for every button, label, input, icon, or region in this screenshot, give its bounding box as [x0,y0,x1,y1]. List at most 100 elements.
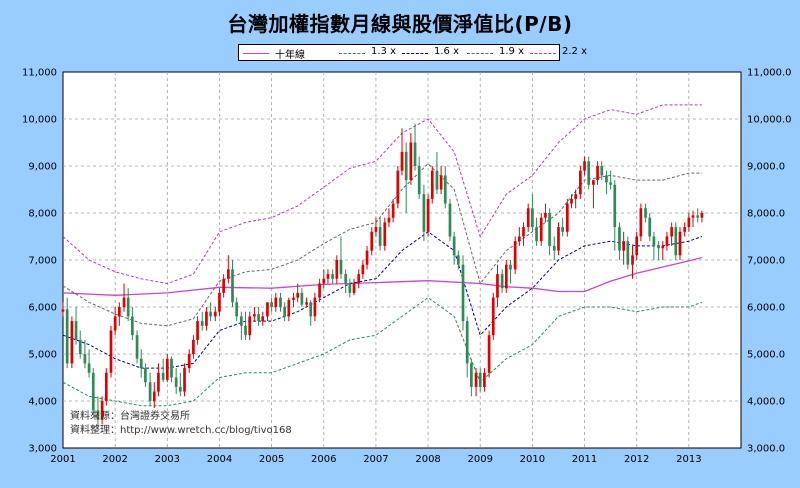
candle-body [443,175,447,204]
y-tick-right: 7,000.0 [747,256,785,267]
candle-body [170,358,173,378]
candle-body [622,241,626,251]
candle-body [378,227,382,246]
candle-body [587,161,591,185]
x-tick-label: 2007 [363,454,388,465]
candle-body [65,309,69,364]
y-tick-left: 9,000 [28,162,57,173]
candle-body [126,297,130,317]
candle-body [548,213,551,246]
candle-body [657,245,660,249]
candle-body [83,354,87,364]
candle-body [326,274,330,279]
candle-body [478,372,482,387]
candle-body [487,335,491,373]
candle-body [261,316,265,322]
candle-body [513,241,517,270]
candle-body [491,297,495,336]
legend-swatch [339,53,365,54]
candle-body [435,170,439,190]
source-note: 資料來源：台灣證券交易所 [70,409,190,422]
legend-label: 1.6 x [434,46,459,57]
candle-body [196,321,199,340]
y-tick-right: 10,000.0 [747,115,792,126]
candle-body [448,203,452,237]
candle-body [661,245,665,249]
candle-body [652,236,656,246]
candle-body [161,372,165,380]
candle-body [313,297,317,317]
candle-body [539,217,543,242]
x-tick-label: 2001 [50,454,75,465]
candle-body [600,166,604,176]
candle-body [113,316,117,331]
candle-body [183,368,186,392]
x-tick-label: 2004 [207,454,232,465]
candle-body [178,386,182,392]
y-tick-left: 8,000 [28,209,57,220]
candle-body [352,283,356,293]
candle-body [456,255,460,265]
candle-body [500,274,504,289]
candle-body [305,302,308,305]
candle-body [91,372,95,411]
source-note: 資料整理：http://www.wretch.cc/blog/tivo168 [70,423,292,436]
candle-body [100,401,104,420]
candle-body [383,222,387,246]
candle-body [561,227,564,232]
candle-body [635,236,639,256]
candle-body [357,274,361,284]
candle-body [218,292,221,312]
y-tick-right: 5,000.0 [747,350,785,361]
legend-swatch [243,53,269,54]
legend-label: 十年線 [275,50,305,61]
candle-body [322,278,326,284]
candle-body [335,260,339,279]
candle-body [483,372,486,387]
candle-body [517,236,521,242]
candle-body [78,339,82,354]
x-tick-label: 2005 [259,454,284,465]
candle-body [465,321,469,364]
candle-body [605,175,608,183]
candle-body [531,208,534,228]
candle-body [240,316,243,326]
legend-label: 1.9 x [499,46,524,57]
candle-body [609,182,612,185]
candle-body [583,161,586,171]
candle-body [148,382,152,401]
y-tick-right: 9,000.0 [747,162,785,173]
x-tick-label: 2003 [155,454,180,465]
y-tick-left: 10,000 [22,115,57,126]
candle-body [696,215,700,218]
candle-body [522,227,525,237]
candle-body [579,170,582,195]
candle-body [270,302,273,307]
candle-body [596,166,599,181]
candle-body [683,227,687,232]
candle-body [417,166,421,195]
candle-body [318,283,321,298]
legend-label: 2.2 x [562,46,587,57]
candle-body [439,175,443,190]
candle-body [504,264,508,289]
legend-swatch [530,53,556,54]
y-tick-left: 7,000 [28,256,57,267]
candle-body [339,260,343,275]
candle-body [404,151,408,181]
candle-body [152,391,156,401]
y-tick-left: 11,000 [22,68,57,79]
candle-body [109,330,113,373]
y-tick-left: 6,000 [28,303,57,314]
series-line-ma10y [62,256,703,296]
candle-body [292,297,295,300]
series-line-pb19 [62,162,702,327]
candle-body [613,184,617,228]
candle-body [74,321,78,340]
x-tick-label: 2002 [102,454,127,465]
candle-body [644,208,647,218]
candle-body [131,316,134,336]
candle-body [122,297,126,307]
candle-body [283,307,287,317]
